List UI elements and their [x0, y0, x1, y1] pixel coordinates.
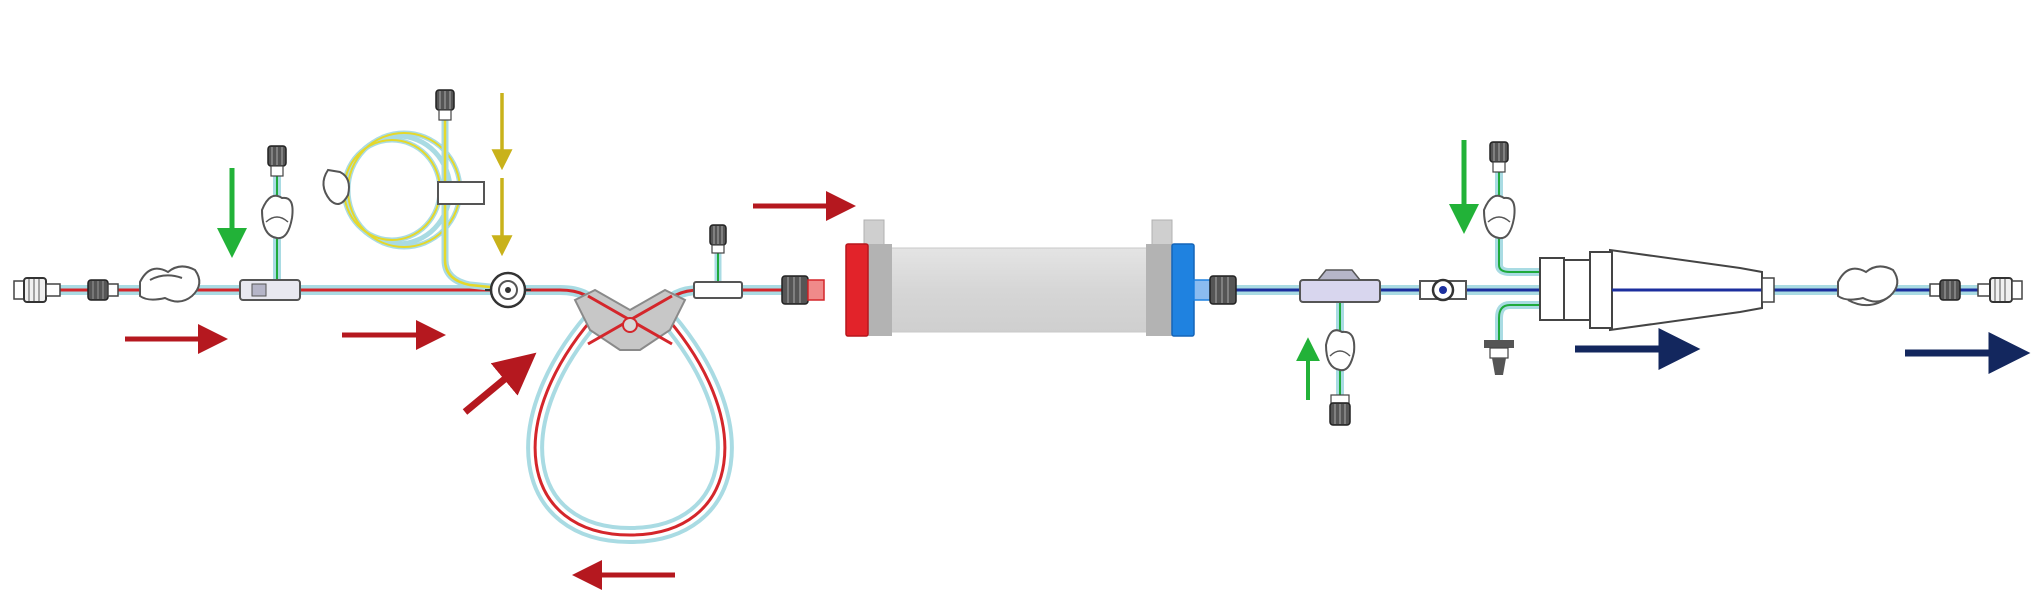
dialyzer-icon: [845, 219, 1195, 337]
arterial-pressure-pod-icon: [485, 271, 531, 309]
drip-chamber-icon: [1482, 141, 1775, 375]
arterial-luer-lock-icon: [87, 279, 119, 301]
transducer-protector-icon: [1484, 340, 1514, 375]
pump-segment-icon: [526, 288, 734, 545]
flow-arrows: [125, 93, 2031, 590]
venous-t-connector-icon: [1299, 269, 1381, 426]
arterial-pinch-clamp-icon: [139, 265, 201, 303]
arterial-sample-port-icon: [693, 224, 743, 299]
heparin-coil-icon: [322, 89, 501, 292]
pump-entry-arrow: [462, 352, 537, 415]
arterial-patient-connector-icon: [13, 277, 61, 303]
venous-patient-connector-icon: [1977, 277, 2023, 303]
venous-pinch-clamp-icon: [1837, 265, 1899, 307]
arterial-infusion-port-icon: [239, 145, 301, 301]
arterial-dialyzer-connector-icon: [781, 275, 825, 305]
venous-luer-lock-icon: [1929, 279, 1961, 301]
venous-injection-site-icon: [1419, 278, 1467, 302]
venous-dialyzer-connector-icon: [1193, 275, 1237, 305]
